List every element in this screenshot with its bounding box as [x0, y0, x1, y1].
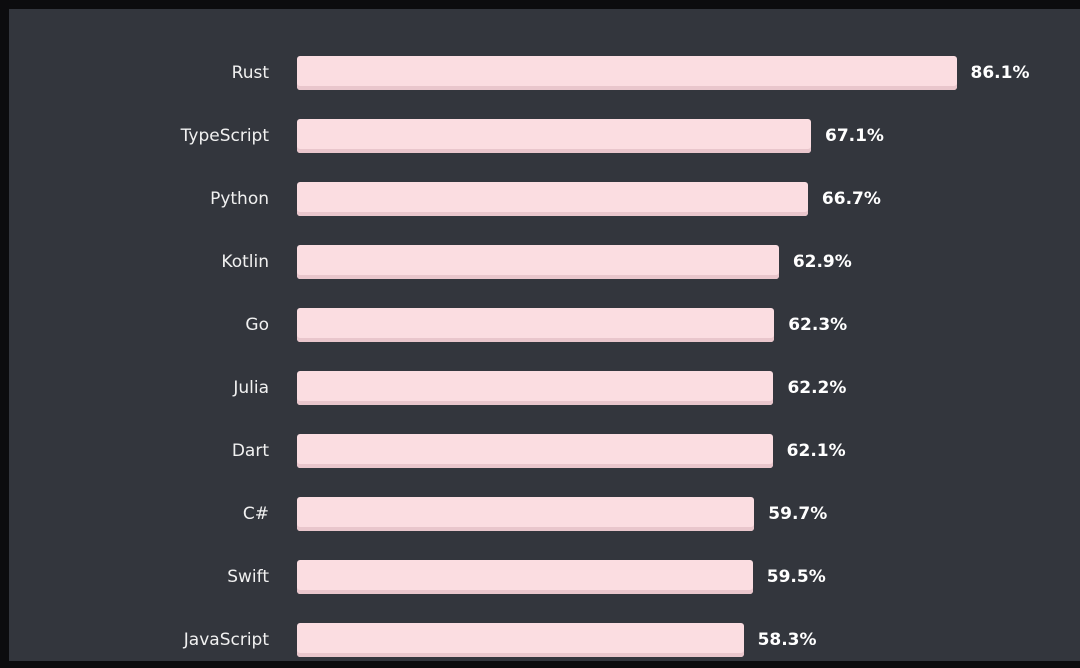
- bar-row: Dart 62.1%: [9, 419, 1080, 482]
- category-label: Go: [245, 314, 269, 335]
- category-label: Kotlin: [221, 251, 269, 272]
- category-label: Python: [210, 188, 269, 209]
- bar: [297, 559, 753, 594]
- value-label: 59.7%: [768, 503, 828, 524]
- category-label: Swift: [227, 566, 269, 587]
- bar: [297, 55, 957, 90]
- bar: [297, 118, 811, 153]
- bar-row: Swift 59.5%: [9, 545, 1080, 608]
- bar: [297, 244, 779, 279]
- bar-area: 59.5%: [297, 545, 1080, 608]
- category-label: Dart: [231, 440, 269, 461]
- bar-row: TypeScript 67.1%: [9, 104, 1080, 167]
- bar-row: Julia 62.2%: [9, 356, 1080, 419]
- value-label: 67.1%: [824, 125, 884, 146]
- bar: [297, 307, 775, 342]
- category-label: C#: [242, 503, 269, 524]
- category-label: Rust: [231, 62, 269, 83]
- bar: [297, 496, 755, 531]
- bar-area: 58.3%: [297, 608, 1080, 661]
- bar: [297, 181, 808, 216]
- value-label: 86.1%: [970, 62, 1030, 83]
- bar-area: 62.2%: [297, 356, 1080, 419]
- value-label: 62.2%: [787, 377, 847, 398]
- bar-area: 67.1%: [297, 104, 1080, 167]
- value-label: 62.9%: [792, 251, 852, 272]
- bar-row: Kotlin 62.9%: [9, 230, 1080, 293]
- bar-row: JavaScript 58.3%: [9, 608, 1080, 661]
- value-label: 62.1%: [786, 440, 846, 461]
- bar-area: 62.9%: [297, 230, 1080, 293]
- bar-row: Python 66.7%: [9, 167, 1080, 230]
- bar-area: 59.7%: [297, 482, 1080, 545]
- bar-row: Rust 86.1%: [9, 41, 1080, 104]
- chart-panel: Rust 86.1% TypeScript 67.1% Python 66.7% Kotli…: [9, 9, 1080, 661]
- value-label: 59.5%: [766, 566, 826, 587]
- value-label: 58.3%: [757, 629, 817, 650]
- bar: [297, 622, 744, 657]
- category-label: TypeScript: [180, 125, 269, 146]
- bar-area: 62.1%: [297, 419, 1080, 482]
- bar-area: 86.1%: [297, 41, 1080, 104]
- bar: [297, 370, 774, 405]
- bar-row: C# 59.7%: [9, 482, 1080, 545]
- bar: [297, 433, 773, 468]
- bar-area: 62.3%: [297, 293, 1080, 356]
- category-label: Julia: [233, 377, 269, 398]
- category-label: JavaScript: [183, 629, 269, 650]
- bar-row: Go 62.3%: [9, 293, 1080, 356]
- horizontal-bar-chart: Rust 86.1% TypeScript 67.1% Python 66.7% Kotli…: [9, 9, 1080, 661]
- bar-area: 66.7%: [297, 167, 1080, 230]
- value-label: 66.7%: [821, 188, 881, 209]
- value-label: 62.3%: [788, 314, 848, 335]
